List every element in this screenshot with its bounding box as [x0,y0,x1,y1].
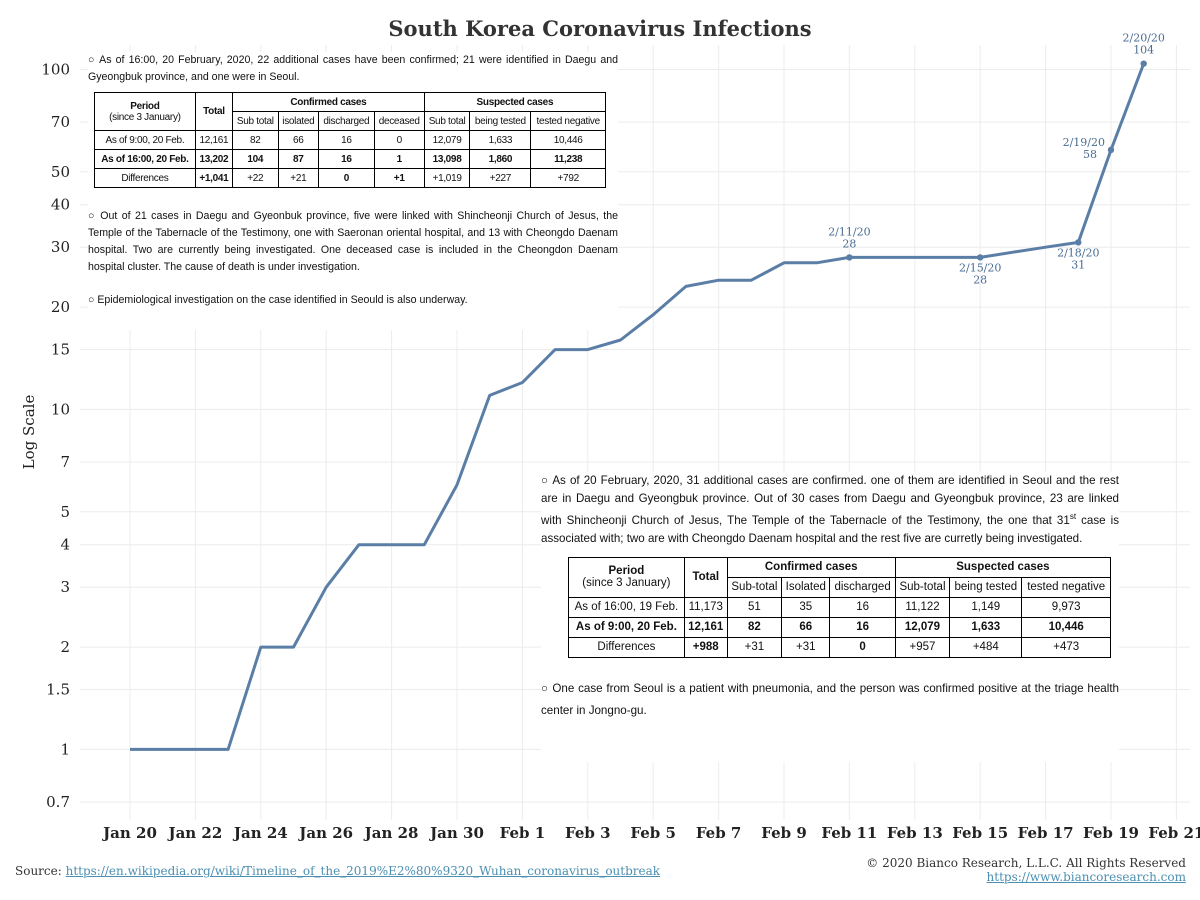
x-tick-label: Feb 13 [887,824,943,842]
chart-title: South Korea Coronavirus Infections [388,16,812,41]
x-tick-label: Feb 19 [1083,824,1139,842]
point-date-label: 2/15/20 [959,261,1001,274]
table-header-total: Total [194,92,234,131]
y-tick-label: 15 [51,341,70,359]
table-header-total: Total [683,556,728,598]
y-tick-label: 1 [60,740,70,758]
table-row: As of 16:00, 19 Feb. 11,173 51 35 16 11,… [568,596,1111,618]
y-tick-label: 10 [51,400,70,418]
x-tick-label: Jan 20 [101,824,157,842]
x-tick-label: Jan 22 [166,824,222,842]
table-col-header: tested negative [530,111,606,131]
x-tick-label: Jan 24 [232,824,288,842]
point-date-label: 2/18/20 [1057,246,1099,259]
y-axis-ticks: 0.7 1 1.5 2 3 4 5 7 10 15 20 30 40 50 70 100 [41,60,70,811]
x-tick-label: Jan 26 [297,824,353,842]
y-tick-label: 20 [51,298,70,316]
x-axis-ticks: Jan 20 Jan 22 Jan 24 Jan 26 Jan 28 Jan 30 Feb … [101,824,1200,842]
table-col-header: Sub total [423,111,471,131]
y-axis-label: Log Scale [20,395,38,470]
table-header-confirmed: Confirmed cases [232,92,425,112]
point-value-label: 58 [1083,148,1097,161]
table-col-header: Isolated [781,576,831,598]
table-col-header: deceased [373,111,425,131]
panel2-table: Period (since 3 January) Total Confirmed… [568,556,1112,658]
panel2-paragraph-2: ○ One case from Seoul is a patient with … [541,681,1119,717]
table-col-header: discharged [318,111,375,131]
kcdc-update-panel-2: ○ As of 20 February, 2020, 31 additional… [541,472,1119,762]
copyright-note: © 2020 Bianco Research, L.L.C. All Right… [866,856,1186,884]
x-tick-label: Feb 3 [565,824,611,842]
table-header-suspected: Suspected cases [423,92,607,112]
kcdc-update-panel-1: ○ As of 16:00, 20 February, 2020, 22 add… [88,52,618,330]
table-row: As of 16:00, 20 Feb. 13,202 104 87 16 1 … [94,149,606,169]
x-tick-label: Jan 28 [363,824,419,842]
data-point-marker [977,254,984,261]
panel1-paragraph-3: ○ Epidemiological investigation on the c… [88,294,468,306]
website-link[interactable]: https://www.biancoresearch.com [986,870,1186,884]
table-row: As of 9:00, 20 Feb. 12,161 82 66 16 0 12… [94,130,606,150]
table-row: Differences +1,041 +22 +21 0 +1 +1,019 +… [94,168,606,188]
table-header-period: Period (since 3 January) [94,92,196,131]
panel2-intro: ○ As of 20 February, 2020, 31 additional… [541,474,1119,546]
table-col-header: Sub-total [726,576,783,598]
source-link[interactable]: https://en.wikipedia.org/wiki/Timeline_o… [65,864,661,878]
y-tick-label: 7 [60,453,70,471]
y-tick-label: 3 [60,578,70,596]
table-row: Differences +988 +31 +31 0 +957 +484 +47… [568,636,1111,658]
x-tick-label: Feb 5 [630,824,676,842]
y-tick-label: 40 [51,196,70,214]
source-note: Source: https://en.wikipedia.org/wiki/Ti… [15,864,661,878]
table-header-suspected: Suspected cases [894,556,1112,578]
table-col-header: Sub-total [894,576,951,598]
point-value-label: 31 [1071,258,1085,271]
y-tick-label: 30 [51,238,70,256]
point-value-label: 28 [973,273,987,286]
point-date-label: 2/20/20 [1122,32,1164,45]
panel1-table: Period (since 3 January) Total Confirmed… [94,92,607,188]
point-value-label: 28 [842,237,856,250]
x-tick-label: Feb 17 [1018,824,1074,842]
panel1-intro: ○ As of 16:00, 20 February, 2020, 22 add… [88,54,618,83]
point-date-label: 2/19/20 [1063,136,1105,149]
series-line-path [130,63,1146,751]
panel1-paragraph-2: ○ Out of 21 cases in Daegu and Gyeonbuk … [88,210,618,273]
table-header-period: Period (since 3 January) [568,556,685,598]
x-tick-label: Feb 21 [1148,824,1200,842]
table-header-confirmed: Confirmed cases [726,556,896,578]
x-tick-label: Feb 11 [821,824,877,842]
data-point-marker [846,254,853,261]
point-date-label: 2/11/20 [828,225,870,238]
x-tick-label: Feb 9 [761,824,807,842]
x-tick-label: Feb 1 [500,824,546,842]
y-tick-label: 2 [60,638,70,656]
table-col-header: being tested [469,111,532,131]
table-col-header: being tested [949,576,1023,598]
y-tick-label: 0.7 [46,793,70,811]
y-tick-label: 5 [60,503,70,521]
table-col-header: tested negative [1021,576,1111,598]
y-tick-label: 1.5 [46,681,70,699]
point-value-label: 104 [1133,44,1154,57]
y-tick-label: 70 [51,113,70,131]
x-tick-label: Jan 30 [428,824,484,842]
data-point-marker [1107,146,1115,154]
y-tick-label: 50 [51,163,70,181]
series-line [130,63,1146,751]
x-tick-label: Feb 15 [952,824,1008,842]
data-point-marker [1140,60,1147,67]
data-point-marker [1075,239,1082,246]
table-row: As of 9:00, 20 Feb. 12,161 82 66 16 12,0… [568,616,1111,638]
x-tick-label: Feb 7 [696,824,742,842]
table-col-header: Sub total [232,111,279,131]
y-tick-label: 100 [41,60,70,78]
table-col-header: discharged [829,576,896,598]
grid-lines [80,45,1190,820]
y-tick-label: 4 [60,536,70,554]
table-col-header: isolated [277,111,320,131]
point-annotations: 2/11/20282/15/20282/18/20312/19/20582/20… [828,32,1165,287]
